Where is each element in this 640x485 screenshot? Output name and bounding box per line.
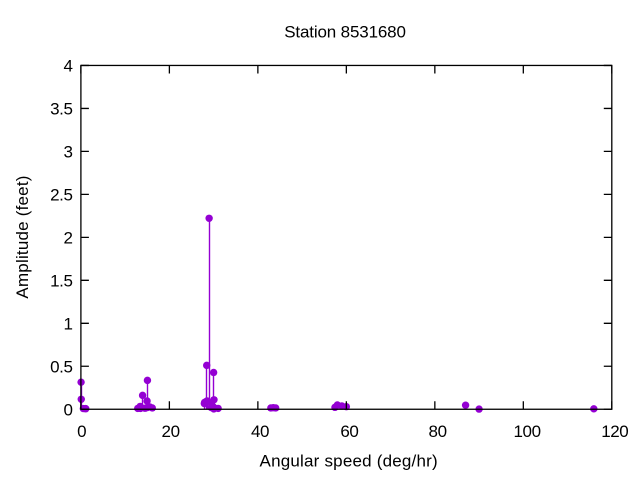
svg-text:2: 2 xyxy=(63,228,72,247)
svg-text:100: 100 xyxy=(514,422,541,441)
svg-text:Angular speed (deg/hr): Angular speed (deg/hr) xyxy=(260,452,438,471)
svg-text:Amplitude (feet): Amplitude (feet) xyxy=(13,175,32,298)
svg-text:0.5: 0.5 xyxy=(50,357,72,376)
svg-text:3.5: 3.5 xyxy=(50,99,72,118)
svg-text:0: 0 xyxy=(77,422,86,441)
svg-text:60: 60 xyxy=(340,422,358,441)
svg-text:3: 3 xyxy=(63,142,72,161)
svg-text:4: 4 xyxy=(63,56,72,75)
svg-text:20: 20 xyxy=(162,422,180,441)
svg-text:40: 40 xyxy=(251,422,269,441)
svg-text:Station 8531680: Station 8531680 xyxy=(284,23,406,42)
svg-text:80: 80 xyxy=(429,422,447,441)
svg-text:1.5: 1.5 xyxy=(50,271,72,290)
svg-text:1: 1 xyxy=(63,314,72,333)
svg-text:2.5: 2.5 xyxy=(50,185,72,204)
svg-text:0: 0 xyxy=(63,400,72,419)
svg-text:120: 120 xyxy=(601,422,628,441)
